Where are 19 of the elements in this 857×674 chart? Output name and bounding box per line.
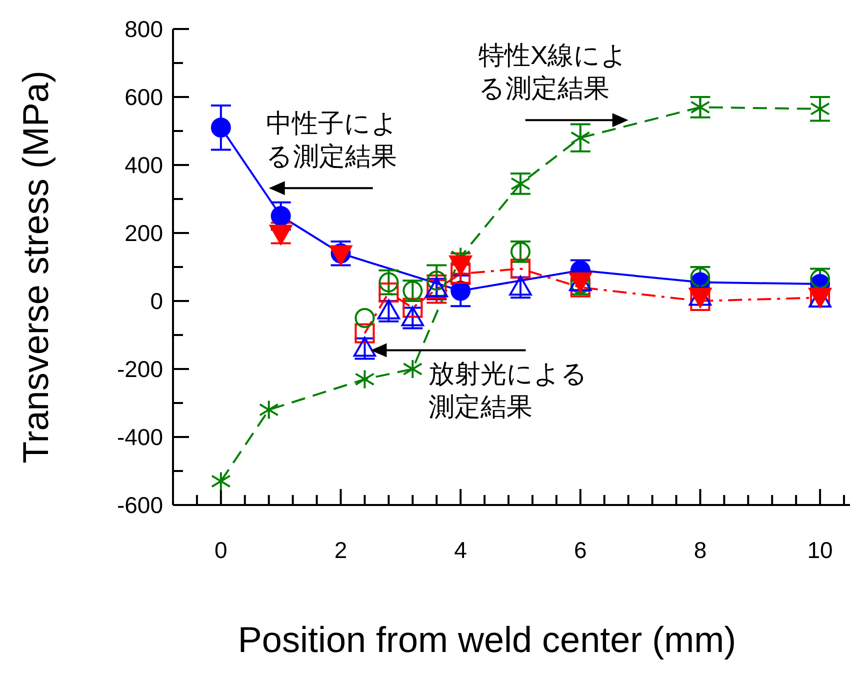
x-tick-label: 6 xyxy=(574,537,587,563)
annotation: 中性子による測定結果 xyxy=(266,108,398,172)
y-tick-label: -600 xyxy=(116,492,163,518)
y-tick-label: -400 xyxy=(116,424,163,450)
y-tick-label: 800 xyxy=(124,16,163,42)
y-tick-label: 600 xyxy=(124,84,163,110)
x-tick-label: 8 xyxy=(694,537,707,563)
y-tick-label: 200 xyxy=(124,220,163,246)
y-axis-title: Transverse stress (MPa) xyxy=(15,70,56,464)
x-tick-label: 2 xyxy=(334,537,348,563)
y-tick-label: -200 xyxy=(116,356,163,382)
x-tick-label: 4 xyxy=(454,537,468,563)
y-tick-label: 400 xyxy=(124,152,163,178)
x-tick-label: 0 xyxy=(214,537,228,563)
annotation: 特性X線による測定結果 xyxy=(478,40,628,104)
x-axis-title: Position from weld center (mm) xyxy=(238,619,736,660)
y-tick-label: 0 xyxy=(150,288,163,314)
x-tick-label: 10 xyxy=(807,537,833,563)
annotation: 放射光による測定結果 xyxy=(428,358,588,422)
